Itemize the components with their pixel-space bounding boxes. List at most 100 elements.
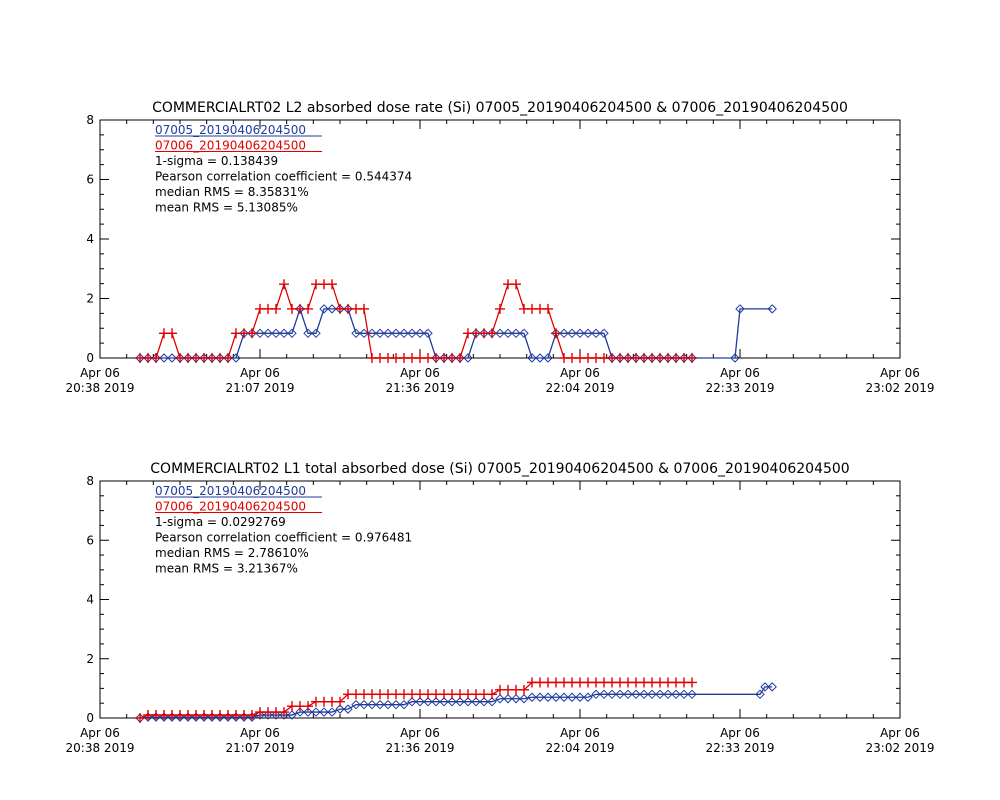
x-tick-label: Apr 06 21:36 2019 bbox=[385, 726, 455, 755]
y-tick-label: 2 bbox=[86, 652, 94, 666]
point-marker bbox=[439, 696, 449, 707]
annotation: mean RMS = 5.13085% bbox=[155, 201, 298, 215]
point-marker bbox=[399, 328, 409, 339]
x-tick-label: Apr 06 23:02 2019 bbox=[865, 366, 935, 395]
point-marker bbox=[279, 279, 289, 290]
x-tick-label: Apr 06 21:36 2019 bbox=[385, 366, 455, 395]
series-line bbox=[140, 282, 692, 359]
point-marker bbox=[271, 303, 281, 314]
point-marker bbox=[199, 712, 209, 722]
y-tick-label: 8 bbox=[86, 474, 94, 488]
point-marker bbox=[255, 328, 265, 339]
point-marker bbox=[383, 699, 393, 710]
chart-title: COMMERCIALRT02 L2 absorbed dose rate (Si… bbox=[152, 100, 848, 116]
annotation: Pearson correlation coefficient = 0.9764… bbox=[155, 531, 412, 545]
point-marker bbox=[223, 712, 233, 722]
x-tick-label: Apr 06 21:07 2019 bbox=[225, 726, 295, 755]
point-marker bbox=[231, 712, 241, 722]
point-marker bbox=[423, 696, 433, 707]
point-marker bbox=[351, 328, 361, 339]
point-marker bbox=[311, 328, 321, 339]
point-marker bbox=[303, 303, 313, 314]
point-marker bbox=[303, 328, 313, 339]
point-marker bbox=[215, 712, 225, 722]
point-marker bbox=[431, 696, 441, 707]
y-tick-label: 4 bbox=[86, 593, 94, 607]
point-marker bbox=[279, 328, 289, 339]
x-tick-label: Apr 06 22:33 2019 bbox=[705, 726, 775, 755]
point-marker bbox=[575, 692, 585, 702]
point-marker bbox=[367, 699, 377, 710]
legend-entry: 07005_20190406204500 bbox=[155, 484, 306, 498]
point-marker bbox=[415, 696, 425, 707]
x-tick-label: Apr 06 23:02 2019 bbox=[865, 726, 935, 755]
point-marker bbox=[151, 712, 161, 722]
point-marker bbox=[423, 328, 433, 339]
point-marker bbox=[263, 710, 273, 720]
x-tick-label: Apr 06 22:33 2019 bbox=[705, 366, 775, 395]
point-marker bbox=[359, 699, 369, 710]
point-marker bbox=[623, 689, 633, 700]
point-marker bbox=[135, 713, 145, 723]
point-marker bbox=[527, 692, 537, 702]
point-marker bbox=[311, 707, 321, 717]
y-tick-label: 6 bbox=[86, 533, 94, 547]
point-marker bbox=[303, 707, 313, 717]
point-marker bbox=[503, 694, 513, 704]
point-marker bbox=[351, 699, 361, 710]
y-tick-label: 0 bbox=[86, 351, 94, 365]
point-marker bbox=[151, 353, 161, 363]
point-marker bbox=[567, 692, 577, 702]
point-marker bbox=[607, 689, 617, 700]
point-marker bbox=[687, 689, 697, 700]
legend-entry: 07005_20190406204500 bbox=[155, 123, 306, 137]
point-marker bbox=[327, 279, 337, 290]
legend-entry: 07006_20190406204500 bbox=[155, 500, 306, 514]
point-marker bbox=[383, 328, 393, 339]
point-marker bbox=[287, 328, 297, 339]
point-marker bbox=[463, 696, 473, 707]
point-marker bbox=[543, 303, 553, 314]
point-marker bbox=[575, 328, 585, 339]
point-marker bbox=[591, 328, 601, 339]
point-marker bbox=[287, 710, 297, 720]
point-marker bbox=[631, 689, 641, 700]
point-marker bbox=[359, 303, 369, 314]
point-marker bbox=[247, 328, 257, 339]
point-marker bbox=[591, 689, 601, 700]
point-marker bbox=[391, 328, 401, 339]
point-marker bbox=[223, 353, 233, 363]
annotation: median RMS = 2.78610% bbox=[155, 546, 309, 560]
point-marker bbox=[239, 712, 249, 722]
x-tick-label: Apr 06 22:04 2019 bbox=[545, 366, 615, 395]
point-marker bbox=[535, 692, 545, 702]
series-line bbox=[139, 681, 692, 719]
point-marker bbox=[519, 694, 529, 704]
point-marker bbox=[343, 704, 353, 714]
point-marker bbox=[559, 328, 569, 339]
point-marker bbox=[159, 712, 169, 722]
point-marker bbox=[455, 353, 465, 363]
point-marker bbox=[447, 696, 457, 707]
annotation: Pearson correlation coefficient = 0.5443… bbox=[155, 170, 412, 184]
point-marker bbox=[535, 353, 545, 363]
point-marker bbox=[735, 304, 745, 314]
point-marker bbox=[599, 689, 609, 700]
point-marker bbox=[567, 328, 577, 339]
point-marker bbox=[767, 682, 777, 692]
point-marker bbox=[271, 710, 281, 720]
point-marker bbox=[167, 328, 177, 339]
point-marker bbox=[247, 710, 257, 721]
point-marker bbox=[327, 707, 337, 717]
point-marker bbox=[175, 712, 185, 722]
point-marker bbox=[159, 353, 169, 363]
legend-entry: 07006_20190406204500 bbox=[155, 139, 306, 153]
point-marker bbox=[519, 684, 529, 695]
point-marker bbox=[375, 328, 385, 339]
point-marker bbox=[495, 303, 505, 314]
point-marker bbox=[583, 328, 593, 339]
point-marker bbox=[359, 328, 369, 339]
point-marker bbox=[335, 704, 345, 714]
point-marker bbox=[639, 689, 649, 700]
